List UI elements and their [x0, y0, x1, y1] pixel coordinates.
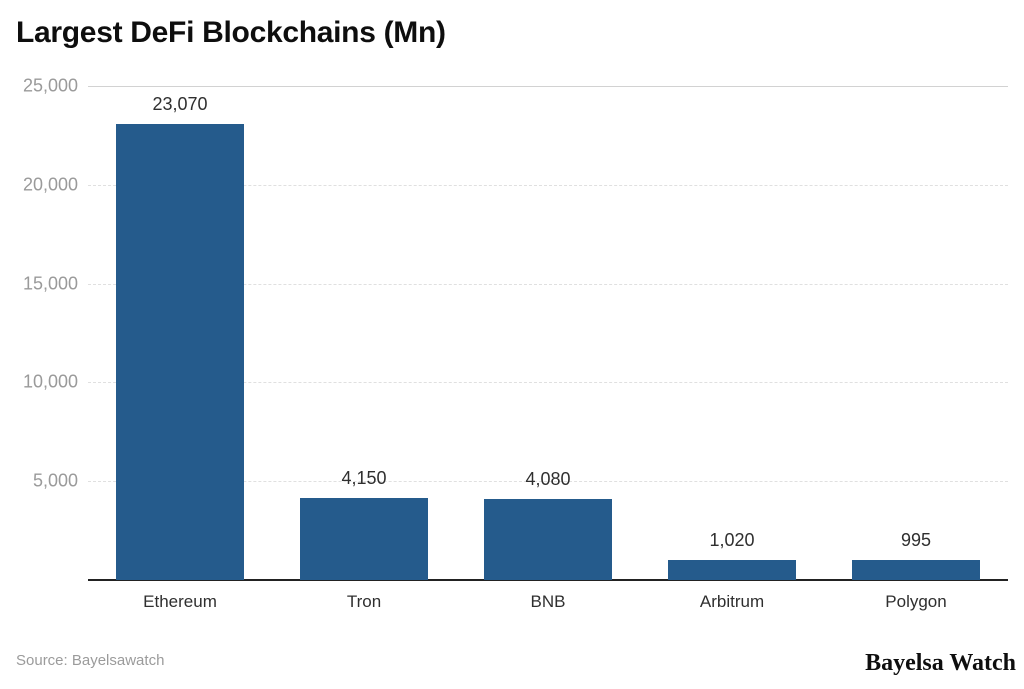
- x-axis-category-label: Tron: [346, 592, 382, 611]
- bar-chart-plot-area: 25,000 20,000 15,000 10,000 5,000 23,070 Ether…: [23, 76, 1008, 611]
- gridline: [88, 283, 1008, 285]
- brand-label: Bayelsa Watch: [865, 650, 1016, 676]
- bar-value-label: 995: [900, 530, 932, 551]
- x-axis-category-label: Arbitrum: [699, 592, 765, 611]
- y-axis-tick-label: 25,000: [22, 75, 78, 96]
- y-axis-tick-label: 10,000: [22, 371, 78, 392]
- y-axis-tick-label: 15,000: [22, 273, 78, 294]
- y-axis-tick-label: 20,000: [22, 174, 78, 195]
- bar-polygon: [852, 560, 980, 580]
- y-axis-tick-label: 5,000: [32, 470, 78, 491]
- x-axis-line: [88, 579, 1008, 581]
- gridline: [88, 481, 1008, 483]
- bar-value-label: 1,020: [709, 529, 755, 550]
- gridline: [88, 184, 1008, 186]
- gridline: [88, 86, 1008, 87]
- bar-value-label: 4,150: [341, 468, 387, 488]
- chart-title: Largest DeFi Blockchains (Mn): [16, 16, 446, 49]
- bar-bnb: [484, 499, 612, 580]
- x-axis-category-label: BNB: [530, 592, 566, 611]
- bar-arbitrum: [668, 559, 796, 580]
- bar-value-label: 4,080: [525, 469, 571, 490]
- x-axis-category-label: Polygon: [885, 592, 947, 611]
- bar-value-label: 23,070: [152, 94, 208, 115]
- bar-ethereum: [116, 124, 244, 580]
- x-axis-category-label: Ethereum: [143, 592, 217, 611]
- gridline: [88, 382, 1008, 384]
- bar-tron: [300, 498, 428, 580]
- source-label: Source: Bayelsawatch: [16, 652, 165, 669]
